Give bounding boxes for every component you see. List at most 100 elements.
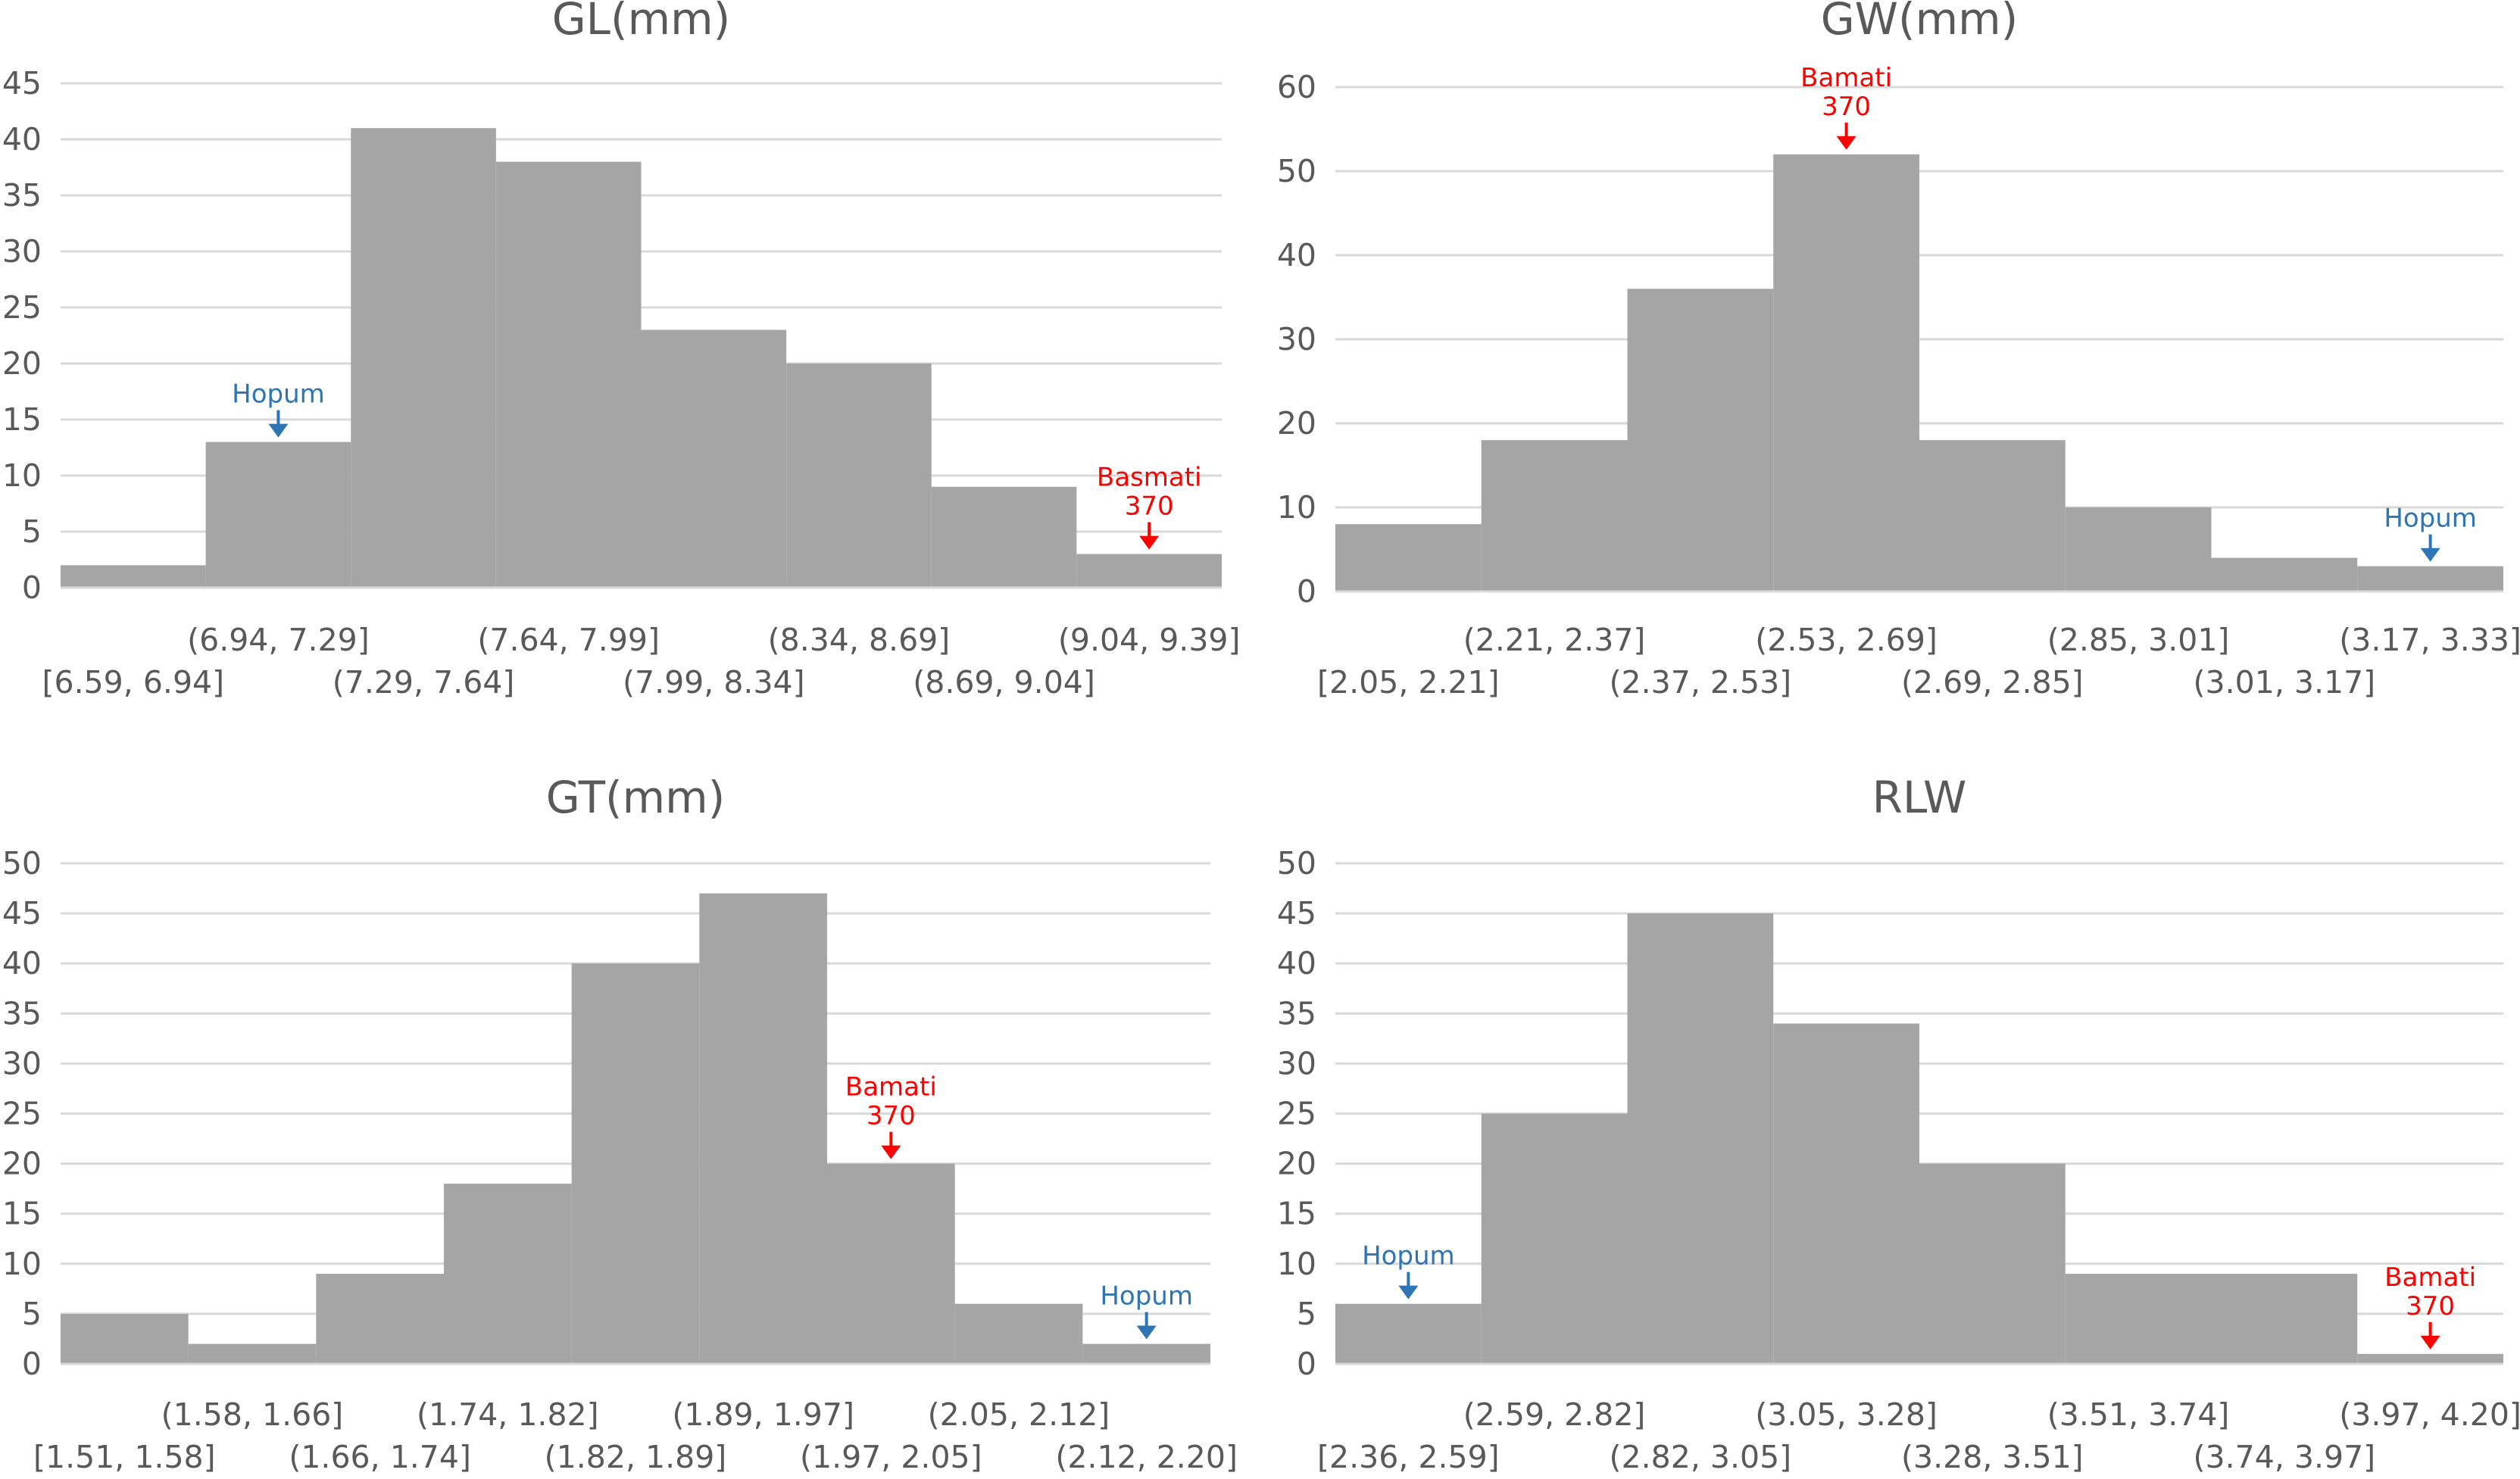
x-category-label: (6.94, 7.29] xyxy=(187,622,370,658)
x-category-label: (2.05, 2.12] xyxy=(928,1396,1110,1433)
y-tick-label: 30 xyxy=(1277,321,1316,357)
annotation-label: 370 xyxy=(867,1101,916,1131)
annotation-label: 370 xyxy=(1822,92,1871,122)
bar xyxy=(1627,913,1774,1364)
x-category-label: [6.59, 6.94] xyxy=(42,664,224,700)
bar xyxy=(2211,557,2358,591)
annotation-label: Hopum xyxy=(1362,1241,1455,1272)
x-category-label: (2.21, 2.37] xyxy=(1463,622,1646,658)
annotation-arrow-head xyxy=(2420,1335,2440,1350)
y-tick-label: 5 xyxy=(1297,1296,1316,1332)
y-tick-label: 15 xyxy=(1277,1196,1316,1232)
x-category-label: [2.36, 2.59] xyxy=(1317,1439,1500,1475)
bar xyxy=(316,1274,444,1364)
x-category-label: (3.74, 3.97] xyxy=(2194,1439,2376,1475)
x-category-label: (7.29, 7.64] xyxy=(333,664,515,700)
y-tick-label: 0 xyxy=(1297,1346,1316,1382)
annotation-arrow-head xyxy=(1136,1325,1157,1340)
y-tick-label: 30 xyxy=(2,1045,42,1081)
annotation-label: 370 xyxy=(1125,491,1174,522)
bar xyxy=(1919,1163,2066,1364)
x-category-label: (3.97, 4.20] xyxy=(2339,1396,2520,1433)
x-category-label: (1.66, 1.74] xyxy=(289,1439,471,1475)
annotation-label: Hopum xyxy=(232,379,325,410)
bar xyxy=(1919,440,2066,591)
y-tick-label: 0 xyxy=(22,569,42,606)
chart-1: GL(mm) 0 5 10 15 20 25 30 35 40 45 [6.59, 6.94] (6.9… xyxy=(2,0,1241,700)
y-tick-label: 20 xyxy=(2,345,42,382)
annotation-label: 370 xyxy=(2406,1291,2455,1321)
bar xyxy=(61,1313,189,1364)
x-category-label: (8.69, 9.04] xyxy=(913,664,1095,700)
bar xyxy=(827,1163,955,1364)
y-tick-label: 60 xyxy=(1277,69,1316,105)
x-category-label: (7.64, 7.99] xyxy=(477,622,660,658)
x-category-label: (8.34, 8.69] xyxy=(768,622,951,658)
annotation-label: Bamati xyxy=(1800,63,1892,93)
x-category-label: (3.28, 3.51] xyxy=(1901,1439,2084,1475)
x-category-label: (2.59, 2.82] xyxy=(1463,1396,1646,1433)
bar xyxy=(699,893,827,1364)
annotation-arrow-head xyxy=(1398,1285,1419,1300)
bar xyxy=(1335,1303,1482,1364)
y-tick-label: 10 xyxy=(2,1246,42,1282)
annotation-label: Hopum xyxy=(2384,504,2477,534)
y-tick-label: 50 xyxy=(1277,845,1316,881)
y-tick-label: 45 xyxy=(2,895,42,931)
annotation-arrow-head xyxy=(1836,136,1856,150)
x-category-label: (2.69, 2.85] xyxy=(1901,664,2084,700)
bar xyxy=(1481,440,1628,591)
annotation: Hopum xyxy=(1100,1281,1193,1340)
y-tick-label: 10 xyxy=(1277,1246,1316,1282)
x-category-label: (2.85, 3.01] xyxy=(2047,622,2230,658)
x-category-label: (1.97, 2.05] xyxy=(800,1439,982,1475)
bar xyxy=(931,486,1077,588)
bar xyxy=(641,329,787,588)
annotation: Hopum xyxy=(2384,504,2477,562)
x-category-label: (9.04, 9.39] xyxy=(1058,622,1241,658)
bar xyxy=(495,161,642,588)
y-tick-label: 45 xyxy=(2,65,42,101)
annotation-label: Bamati xyxy=(2384,1262,2476,1293)
y-tick-label: 25 xyxy=(1277,1096,1316,1132)
chart-2: GW(mm) 0 10 20 30 40 50 60 [2.05, 2.21] (2.21, 2.… xyxy=(1277,0,2520,700)
bar xyxy=(205,442,351,588)
y-tick-label: 30 xyxy=(2,233,42,270)
x-category-label: (2.37, 2.53] xyxy=(1610,664,1792,700)
y-tick-label: 20 xyxy=(2,1146,42,1182)
annotation-arrow-head xyxy=(268,423,289,438)
chart-title: GT(mm) xyxy=(546,772,726,823)
x-category-label: (1.82, 1.89] xyxy=(545,1439,727,1475)
x-category-label: (1.74, 1.82] xyxy=(417,1396,599,1433)
y-tick-label: 5 xyxy=(22,1296,42,1332)
y-tick-label: 40 xyxy=(2,121,42,158)
bar xyxy=(1773,154,1919,592)
y-tick-label: 5 xyxy=(22,513,42,550)
y-tick-label: 20 xyxy=(1277,1146,1316,1182)
y-tick-label: 25 xyxy=(2,289,42,326)
annotation-label: Hopum xyxy=(1100,1281,1193,1312)
y-tick-label: 25 xyxy=(2,1096,42,1132)
y-tick-label: 0 xyxy=(1297,573,1316,610)
chart-title: RLW xyxy=(1872,772,1967,823)
y-tick-label: 0 xyxy=(22,1346,42,1382)
bar xyxy=(188,1343,317,1364)
bar xyxy=(1082,1343,1210,1364)
x-category-label: (1.89, 1.97] xyxy=(672,1396,854,1433)
annotation: Hopum xyxy=(232,379,325,438)
bar xyxy=(954,1303,1083,1364)
y-tick-label: 35 xyxy=(2,995,42,1031)
chart-3: GT(mm) 0 5 10 15 20 25 30 35 40 45 50 [1.51, 1.58] (1… xyxy=(2,772,1238,1475)
bar xyxy=(2357,566,2503,591)
annotation-label: Basmati xyxy=(1097,463,1202,493)
bar xyxy=(2065,507,2212,591)
annotation-label: Bamati xyxy=(845,1072,937,1103)
y-tick-label: 35 xyxy=(1277,995,1316,1031)
annotation: Hopum xyxy=(1362,1241,1455,1300)
y-tick-label: 15 xyxy=(2,1196,42,1232)
bar xyxy=(2065,1274,2212,1364)
y-tick-label: 30 xyxy=(1277,1045,1316,1081)
